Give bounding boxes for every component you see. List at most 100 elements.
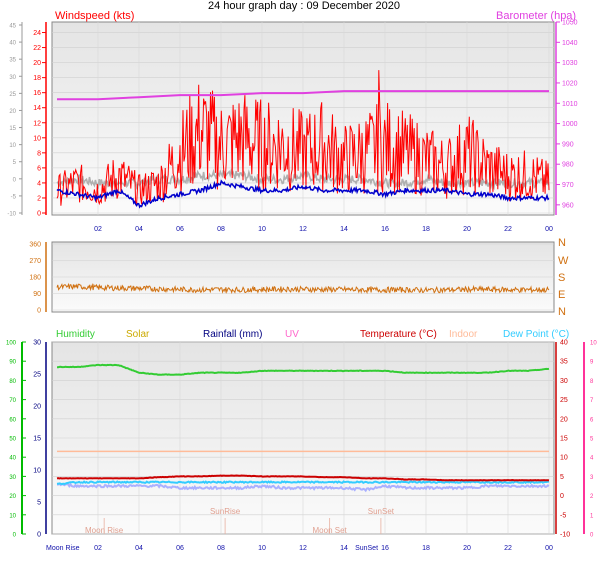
- wind-outer-tick-label: 35: [9, 58, 16, 64]
- wind-outer-tick-label: 10: [9, 143, 16, 149]
- wind-outer-tick-label: -5: [11, 194, 17, 200]
- legend-item: Temperature (°C): [360, 329, 437, 340]
- temperature-tick-label: 25: [560, 397, 568, 404]
- temperature-tick-label: 35: [560, 359, 568, 366]
- direction-series: [56, 282, 550, 295]
- annotation-label: SunRise: [210, 507, 241, 516]
- humidity-tick-label: 50: [9, 437, 16, 443]
- humidity-tick-label: 10: [9, 513, 16, 519]
- humidity-tick-label: 0: [13, 533, 17, 539]
- temperature-tick-label: 30: [560, 378, 568, 385]
- windspeed-tick-label: 2: [37, 195, 41, 202]
- uv-tick-label: 5: [590, 437, 594, 443]
- windspeed-tick-label: 12: [33, 120, 41, 127]
- humidity-tick-label: 90: [9, 360, 16, 366]
- temp-x-tick-label: 00: [545, 545, 553, 552]
- wind-x-tick-label: 04: [135, 226, 143, 233]
- temp-x-tick-label: 10: [258, 545, 266, 552]
- windavg-series: [56, 179, 550, 209]
- windspeed-tick-label: 8: [37, 150, 41, 157]
- temperature-tick-label: 40: [560, 340, 568, 347]
- temperature-tick-label: 0: [560, 493, 564, 500]
- temperature-series: [56, 474, 550, 482]
- windspeed-tick-label: 4: [37, 180, 41, 187]
- uv-tick-label: 6: [590, 417, 594, 423]
- uv-tick-label: 1: [590, 513, 594, 519]
- temp-x-tick-label: 18: [422, 545, 430, 552]
- sunset-x-label: SunSet: [355, 545, 378, 552]
- legend-item: Rainfall (mm): [203, 329, 262, 340]
- barometer-tick-label: 1000: [562, 121, 578, 128]
- windspeed-tick-label: 10: [33, 135, 41, 142]
- temp-x-tick-label: 12: [299, 545, 307, 552]
- windspeed-axis-label: Windspeed (kts): [55, 10, 134, 22]
- legend-item: Solar: [126, 329, 150, 340]
- wind-x-tick-label: 00: [545, 226, 553, 233]
- direction-tick-label: 90: [33, 291, 41, 298]
- windspeed-tick-label: 20: [33, 60, 41, 67]
- moon-rise-x-label: Moon Rise: [46, 545, 80, 552]
- annotation-label: Moon Set: [313, 526, 348, 535]
- rainfall-tick-label: 5: [37, 500, 41, 507]
- temperature-tick-label: -10: [560, 532, 570, 539]
- wind-outer-tick-label: 20: [9, 109, 16, 115]
- temp-x-tick-label: 20: [463, 545, 471, 552]
- legend-item: Dew Point (°C): [503, 329, 569, 340]
- rainfall-tick-label: 15: [33, 436, 41, 443]
- temperature-tick-label: 15: [560, 436, 568, 443]
- humidity-tick-label: 60: [9, 417, 16, 423]
- barometer-series: [57, 90, 549, 101]
- rainfall-tick-label: 20: [33, 404, 41, 411]
- wind-x-tick-label: 18: [422, 226, 430, 233]
- wind-x-tick-label: 12: [299, 226, 307, 233]
- barometer-axis-label: Barometer (hpa): [496, 10, 576, 22]
- barometer-tick-label: 970: [562, 182, 574, 189]
- humidity-tick-label: 30: [9, 475, 16, 481]
- wind-outer-tick-label: 40: [9, 41, 16, 47]
- humidity-tick-label: 20: [9, 494, 16, 500]
- uv-tick-label: 7: [590, 398, 594, 404]
- barometer-tick-label: 1050: [562, 20, 578, 27]
- windspeed-tick-label: 24: [33, 30, 41, 37]
- barometer-tick-label: 1030: [562, 60, 578, 67]
- wind-outer-tick-label: 45: [9, 24, 16, 30]
- wind-outer-tick-label: 0: [13, 177, 17, 183]
- wind-x-tick-label: 10: [258, 226, 266, 233]
- windspeed-tick-label: 6: [37, 165, 41, 172]
- rainfall-tick-label: 25: [33, 372, 41, 379]
- rainfall-tick-label: 10: [33, 468, 41, 475]
- temp-x-tick-label: 06: [176, 545, 184, 552]
- temp-x-tick-label: 16: [381, 545, 389, 552]
- compass-label: W: [558, 255, 569, 267]
- temp-x-tick-label: 14: [340, 545, 348, 552]
- windspeed-tick-label: 22: [33, 45, 41, 52]
- temp-x-tick-label: 02: [94, 545, 102, 552]
- temp-x-tick-label: 08: [217, 545, 225, 552]
- wind-outer-tick-label: 5: [13, 160, 17, 166]
- windspeed-tick-label: 16: [33, 90, 41, 97]
- annotation-label: SunSet: [368, 507, 395, 516]
- barometer-tick-label: 1010: [562, 101, 578, 108]
- wind-x-tick-label: 16: [381, 226, 389, 233]
- rainfall-tick-label: 0: [37, 532, 41, 539]
- uv-tick-label: 3: [590, 475, 594, 481]
- barometer-tick-label: 960: [562, 202, 574, 209]
- humidity-tick-label: 40: [9, 456, 16, 462]
- humidity-series: [57, 363, 550, 376]
- annotation-label: Moon Rise: [85, 526, 124, 535]
- humidity-tick-label: 80: [9, 379, 16, 385]
- page-title: 24 hour graph day : 09 December 2020: [207, 0, 401, 12]
- direction-tick-label: 0: [37, 308, 41, 315]
- uv-tick-label: 4: [590, 456, 594, 462]
- windspeed-series: [56, 70, 550, 206]
- temp-x-tick-label: 04: [135, 545, 143, 552]
- wind-x-tick-label: 14: [340, 226, 348, 233]
- wind-x-tick-label: 20: [463, 226, 471, 233]
- legend-item: UV: [285, 329, 299, 340]
- temperature-tick-label: 10: [560, 455, 568, 462]
- wind-outer-tick-label: 15: [9, 126, 16, 132]
- legend-item: Humidity: [56, 329, 95, 340]
- dewpoint-series: [56, 480, 550, 486]
